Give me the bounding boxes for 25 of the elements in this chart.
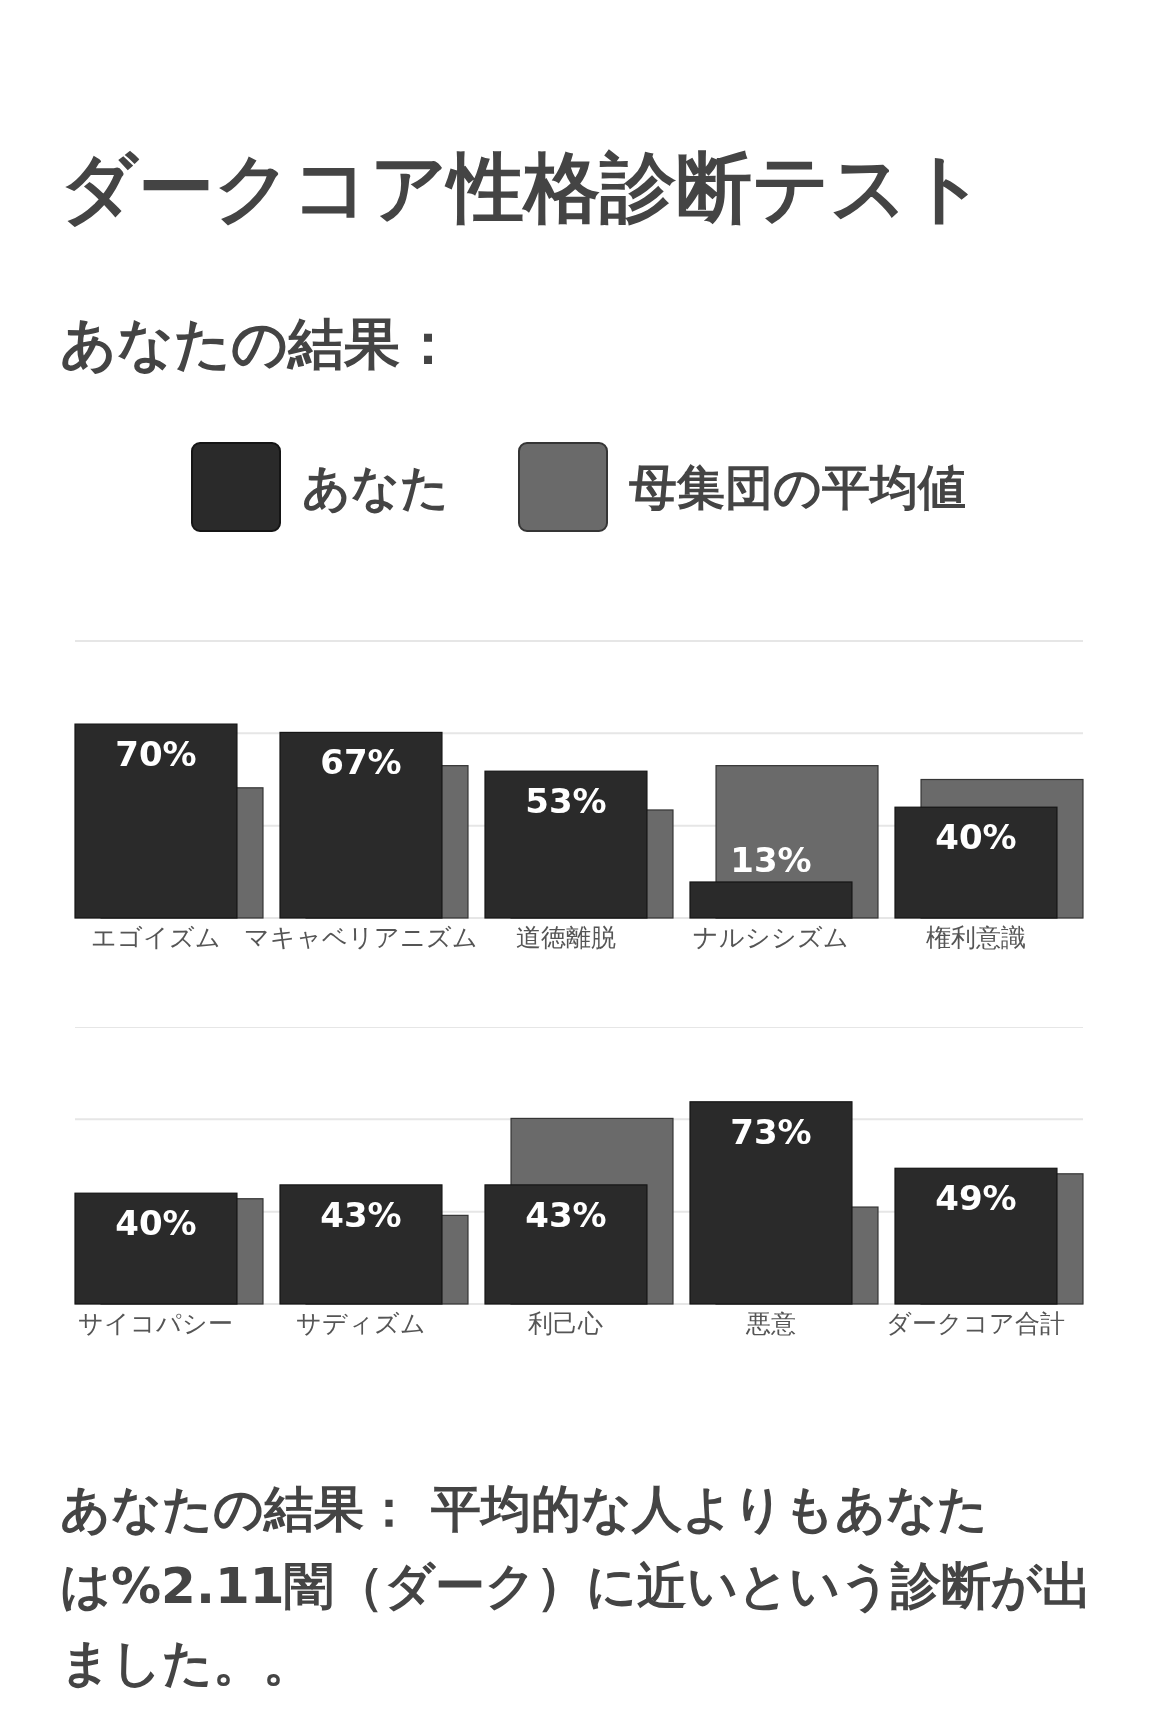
x-tick-label: 利己心 <box>528 1309 604 1338</box>
x-tick-label: サディズム <box>295 1309 426 1338</box>
x-tick-label: マキャベリアニズム <box>243 923 478 952</box>
x-tick-label: エゴイズム <box>90 923 221 952</box>
data-label: 40% <box>935 817 1017 858</box>
data-label: 40% <box>115 1203 197 1244</box>
data-label: 13% <box>730 839 812 880</box>
x-tick-label: ナルシシズム <box>692 923 849 952</box>
data-label: 43% <box>320 1194 402 1235</box>
data-label: 43% <box>525 1194 607 1235</box>
x-tick-label: 悪意 <box>744 1309 796 1338</box>
legend-label: あなた <box>302 459 449 515</box>
chart-title: ダークコア性格診断テスト <box>60 143 986 232</box>
data-label: 49% <box>935 1178 1017 1219</box>
x-tick-label: サイコパシー <box>78 1309 234 1338</box>
data-label: 53% <box>525 781 607 822</box>
text: あなたの結果： 平均的な人よりもあなたは%2.11闇（ダーク）に近いという診断が出ました。。 <box>60 1479 1094 1694</box>
x-tick-label: 道徳離脱 <box>515 923 616 952</box>
legend-label: 母集団の平均値 <box>628 459 966 515</box>
data-label: 67% <box>320 742 402 783</box>
data-label: 70% <box>115 734 197 775</box>
data-label: 73% <box>730 1111 812 1152</box>
chart-subtitle: あなたの結果： <box>60 311 456 376</box>
x-tick-label: ダークコア合計 <box>886 1309 1066 1338</box>
x-tick-label: 権利意識 <box>925 923 1026 952</box>
